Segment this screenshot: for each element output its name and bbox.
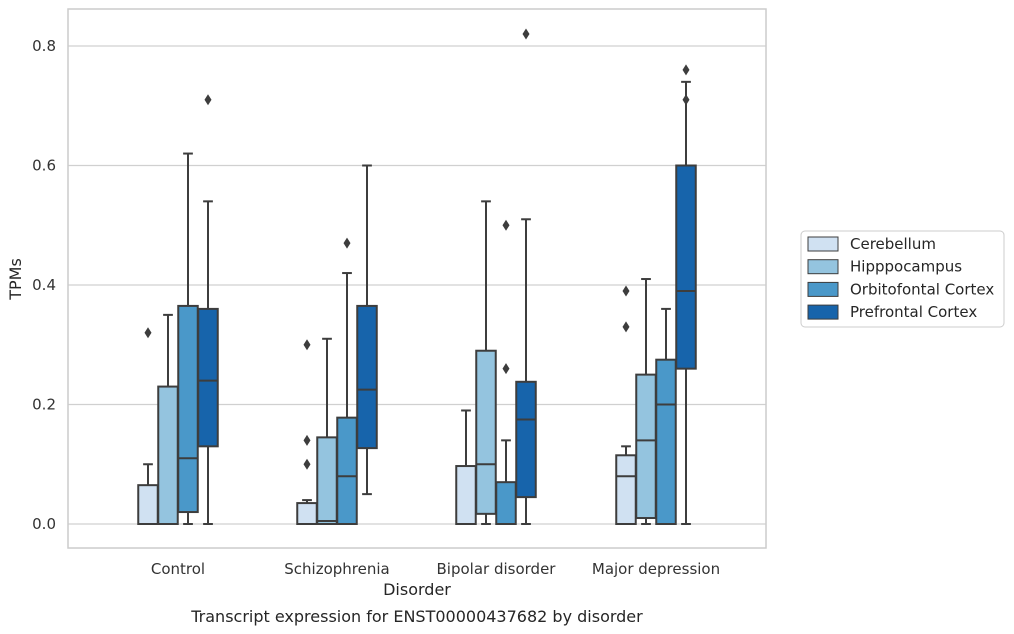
box-1-3	[356, 164, 378, 496]
legend-label: Cerebellum	[850, 235, 936, 253]
x-tick-label: Major depression	[592, 560, 720, 578]
box-3-0	[615, 285, 637, 526]
box-2-2	[495, 219, 517, 525]
box-0-0	[137, 327, 159, 526]
legend-swatch	[807, 304, 839, 320]
outlier-point	[622, 285, 630, 297]
plot-area-frame	[67, 8, 767, 549]
boxes	[137, 28, 697, 526]
box-body	[197, 307, 219, 448]
y-axis-label: TPMs	[6, 258, 25, 301]
y-tick-label: 0.0	[32, 515, 56, 533]
box-body	[336, 416, 358, 525]
box-2-3	[515, 28, 537, 525]
y-tick-label: 0.6	[32, 157, 56, 175]
box-body	[316, 436, 338, 525]
box-body	[475, 349, 497, 515]
y-axis-ticks: 0.0 0.2 0.4 0.6 0.8	[32, 37, 56, 533]
outlier-point	[502, 219, 510, 231]
legend-frame	[800, 230, 1005, 328]
box-0-3	[197, 94, 219, 525]
x-axis-ticks: Control Schizophrenia Bipolar disorder Majo…	[151, 560, 720, 578]
outlier-point	[682, 94, 690, 106]
legend-swatch	[807, 236, 839, 252]
box-1-2	[336, 237, 358, 525]
figure-caption: Transcript expression for ENST0000043768…	[190, 607, 643, 626]
box-body	[635, 373, 657, 520]
box-body	[177, 304, 199, 514]
box-body	[495, 481, 517, 525]
box-body	[455, 465, 477, 526]
x-tick-label: Control	[151, 560, 205, 578]
outlier-point	[204, 94, 212, 106]
legend-label: Prefrontal Cortex	[850, 303, 977, 321]
outlier-point	[622, 321, 630, 333]
box-body	[356, 304, 378, 450]
x-tick-label: Bipolar disorder	[437, 560, 557, 578]
box-body	[296, 502, 318, 525]
box-body	[675, 164, 697, 370]
outlier-point	[502, 363, 510, 375]
box-body	[137, 484, 159, 526]
box-0-1	[157, 313, 179, 526]
outlier-point	[144, 327, 152, 339]
legend-label: Orbitofontal Cortex	[850, 280, 994, 298]
box-3-2	[655, 307, 677, 525]
y-tick-label: 0.4	[32, 276, 56, 294]
x-axis-label: Disorder	[383, 580, 451, 599]
y-tick-label: 0.8	[32, 37, 56, 55]
outlier-point	[303, 434, 311, 446]
legend-swatch	[807, 281, 839, 297]
legend: Cerebellum Hipppocampus Orbitofontal Corte…	[800, 230, 1005, 328]
box-2-0	[455, 409, 477, 526]
legend-label: Hipppocampus	[850, 258, 962, 276]
box-body	[615, 454, 637, 526]
outlier-point	[303, 339, 311, 351]
y-tick-label: 0.2	[32, 396, 56, 414]
box-body	[655, 358, 677, 525]
box-1-1	[316, 337, 338, 525]
box-body	[515, 380, 537, 499]
outlier-point	[303, 458, 311, 470]
outlier-point	[343, 237, 351, 249]
box-1-0	[296, 339, 318, 525]
box-body	[157, 385, 179, 526]
x-tick-label: Schizophrenia	[284, 560, 389, 578]
box-2-1	[475, 200, 497, 525]
box-0-2	[177, 152, 199, 525]
box-3-3	[675, 64, 697, 525]
legend-swatch	[807, 259, 839, 275]
outlier-point	[682, 64, 690, 76]
box-3-1	[635, 278, 657, 525]
outlier-point	[522, 28, 530, 40]
